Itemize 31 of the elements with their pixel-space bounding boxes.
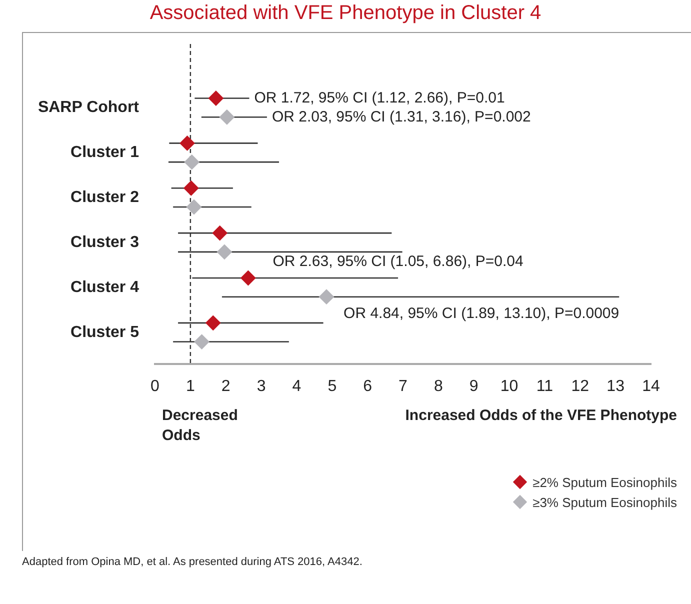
x-tick-label: 3 [256,378,266,395]
x-tick-label: 11 [536,378,554,395]
y-tick-label: Cluster 3 [70,234,140,251]
x-tick-label: 2 [221,378,230,395]
chart-title: Associated with VFE Phenotype in Cluster 4 [148,2,542,25]
y-tick-label: Cluster 2 [70,188,140,206]
x-tick-label: 14 [642,378,660,395]
annotation: OR 2.63, 95% CI (1.05, 6.86), P=0.04 [272,253,524,270]
x-tick-label: 1 [186,378,195,395]
annotation: OR 4.84, 95% CI (1.89, 13.10), P=0.0009 [344,304,620,322]
annotation: OR 1.72, 95% CI (1.12, 2.66), P=0.01 [254,89,505,106]
x-tick-label: 5 [328,378,337,395]
text: Increased Odds of the VFE Phenotype [405,406,677,426]
x-tick-label: 9 [469,378,478,395]
x-tick-label: 12 [571,378,590,395]
x-tick-label: 7 [398,378,408,395]
y-tick-label: Cluster 4 [70,278,140,296]
x-tick-label: 13 [606,378,625,395]
text: Adapted from Opina MD, et al. As presented during ATS 2016, A4342. [22,556,362,568]
x-tick-label: 8 [434,378,443,395]
legend-label: ≥2% Sputum Eosinophils [532,474,677,490]
x-tick-label: 10 [500,378,518,395]
text: Decreased Odds [162,406,239,446]
annotation: OR 2.03, 95% CI (1.31, 3.16), P=0.002 [272,108,531,126]
x-tick-label: 6 [363,378,372,395]
y-tick-label: Cluster 1 [70,144,140,162]
legend-label: ≥3% Sputum Eosinophils [532,494,677,510]
y-tick-label: Cluster 5 [70,324,140,341]
x-tick-label: 0 [150,378,160,395]
y-tick-label: SARP Cohort [38,99,140,116]
x-tick-label: 4 [292,378,302,395]
